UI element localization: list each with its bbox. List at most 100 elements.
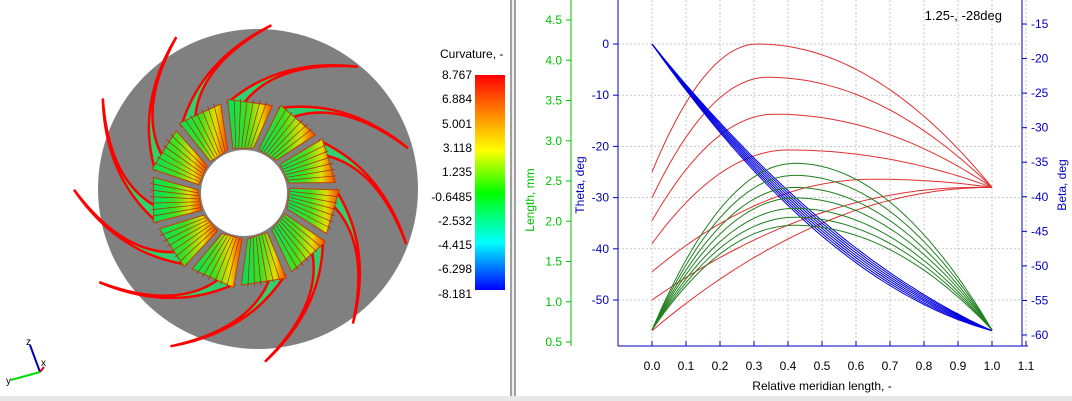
blade-line — [179, 228, 216, 262]
blade-tail — [72, 189, 190, 266]
blue-curve — [651, 43, 993, 332]
x-tick-label: 0.2 — [712, 359, 729, 373]
length-tick-label: 2.5 — [545, 174, 562, 188]
z-axis-icon — [29, 344, 41, 373]
blade-line — [174, 226, 214, 258]
blade-line — [196, 234, 226, 275]
blade-line — [264, 111, 293, 152]
blade-line — [233, 99, 237, 148]
blade-line — [226, 238, 240, 286]
blade-line — [195, 112, 218, 156]
beta-tick-label: -50 — [1031, 259, 1049, 273]
blade-line — [152, 207, 201, 217]
legend-value: -8.181 — [437, 286, 472, 301]
blade-line — [207, 106, 223, 153]
blade-line — [241, 99, 248, 148]
beta-tick-label: -55 — [1031, 293, 1049, 307]
green-curve — [651, 197, 993, 331]
legend-value: 1.235 — [441, 165, 472, 180]
blade-line — [157, 156, 201, 180]
length-tick-label: 1.0 — [545, 295, 562, 309]
legend-value: -0.6485 — [431, 189, 472, 204]
blade-line — [273, 227, 299, 271]
blade-line — [159, 150, 202, 177]
beta-tick-label: -15 — [1031, 17, 1049, 31]
blade-tail — [147, 36, 178, 172]
blade-line — [238, 99, 242, 148]
blade-line — [264, 233, 281, 281]
length-tick-label: 1.5 — [545, 255, 562, 269]
blade-line — [289, 196, 337, 210]
blue-curve — [651, 43, 993, 332]
blade-tail — [321, 188, 362, 324]
x-tick-label: 0.0 — [644, 359, 661, 373]
status-strip — [0, 396, 1072, 401]
blade-tail — [98, 269, 236, 300]
blue-curve — [651, 43, 993, 332]
green-curve — [651, 224, 993, 331]
annotation: 1.25-, -28deg — [925, 8, 1002, 23]
blade-line — [281, 144, 326, 168]
blade-line — [273, 128, 313, 159]
blade-line — [289, 190, 338, 197]
x-tick-label: 0.7 — [882, 359, 899, 373]
blade-line — [276, 225, 304, 267]
blade-line — [278, 223, 309, 262]
blade-root — [178, 103, 229, 163]
blade-line — [150, 201, 199, 204]
theta-tick-label: -30 — [592, 191, 610, 205]
red-curve — [651, 178, 993, 273]
beta-axis-label: Beta, deg — [1055, 159, 1069, 210]
blade-line — [202, 235, 228, 278]
blade-line — [207, 236, 231, 281]
x-tick-label: 0.1 — [678, 359, 695, 373]
blade-root — [271, 213, 327, 273]
blade-line — [190, 115, 216, 158]
green-curve — [651, 174, 993, 331]
blade-line — [250, 101, 268, 148]
green-curve — [651, 186, 993, 331]
blade-line — [266, 115, 298, 154]
blade-line — [283, 150, 329, 170]
length-axis-label: Length, mm — [523, 168, 537, 231]
beta-tick-label: -40 — [1031, 190, 1049, 204]
3d-viewport[interactable]: z y x Curvature, - 8.767 6.884 5.001 3.118 1.2… — [0, 0, 512, 396]
x-tick-label: 1.1 — [1018, 359, 1035, 373]
blade-line — [289, 193, 338, 204]
legend-value: -4.415 — [437, 238, 472, 253]
blue-curve — [651, 43, 993, 332]
blade-line — [154, 162, 200, 183]
blade-line — [279, 221, 314, 258]
beta-tick-label: -20 — [1031, 52, 1049, 66]
x-axis-label: Relative meridian length, - — [752, 379, 891, 393]
length-tick-label: 3.0 — [545, 134, 562, 148]
blade-line — [166, 222, 209, 248]
x-tick-label: 0.8 — [916, 359, 933, 373]
blade-line — [220, 238, 237, 285]
x-axis-icon — [39, 366, 45, 373]
blade-line — [288, 202, 334, 223]
blade-line — [261, 108, 287, 151]
blade-line — [247, 100, 261, 148]
blade-line — [162, 144, 203, 174]
red-curve — [651, 113, 993, 221]
blade-tail — [278, 105, 409, 150]
x-tick-label: 0.3 — [746, 359, 763, 373]
blade-line — [163, 219, 208, 242]
legend-value: -2.532 — [437, 213, 472, 228]
x-tick-label: 0.5 — [814, 359, 831, 373]
length-tick-label: 2.0 — [545, 214, 562, 228]
blade-line — [150, 183, 199, 194]
blue-curve — [651, 43, 993, 332]
blade-root — [152, 176, 202, 224]
triad-label-y: y — [6, 376, 11, 387]
blade-line — [287, 205, 332, 229]
beta-tick-label: -30 — [1031, 121, 1049, 135]
beta-tick-label: -25 — [1031, 86, 1049, 100]
x-tick-label: 1.0 — [984, 359, 1001, 373]
blade-line — [269, 119, 304, 155]
blade-line — [149, 189, 199, 197]
x-tick-label: 0.9 — [950, 359, 967, 373]
blade-root — [240, 232, 287, 286]
legend-value: 8.767 — [441, 68, 472, 82]
